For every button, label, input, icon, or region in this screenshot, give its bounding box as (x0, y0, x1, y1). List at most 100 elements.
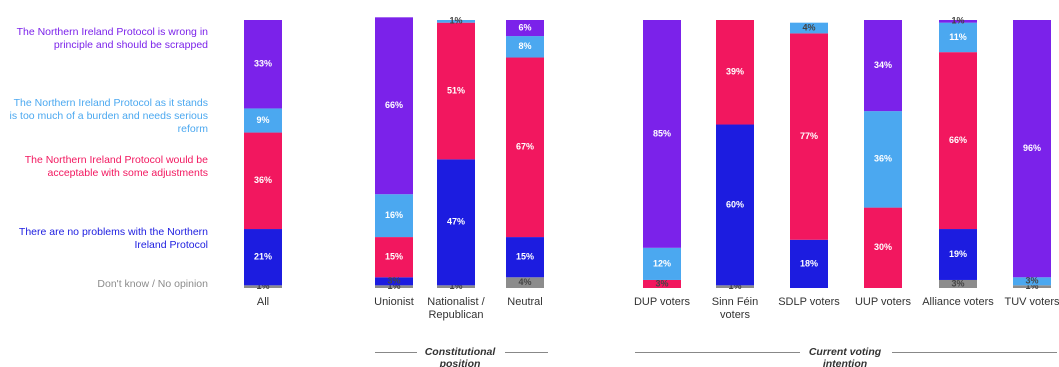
bar-segment (716, 285, 754, 288)
bar-segment (864, 207, 902, 288)
value-label: 66% (385, 100, 403, 110)
bar-segment (864, 111, 902, 208)
value-label: 6% (518, 22, 531, 32)
value-label: 1% (449, 16, 462, 26)
bar-segment (1013, 285, 1051, 288)
bar-segment (375, 17, 413, 195)
value-label: 51% (447, 85, 465, 95)
value-label: 30% (874, 242, 892, 252)
value-label: 16% (385, 210, 403, 220)
x-tick-label: DUP voters (633, 296, 691, 308)
bar-segment (790, 22, 828, 34)
group-label: Constitutional position (424, 346, 496, 367)
bar-segment (375, 237, 413, 278)
x-tick-label: Unionist (374, 296, 414, 308)
bar-segment (244, 229, 282, 286)
bar-segment (1013, 20, 1051, 278)
group-line (375, 352, 417, 353)
value-label: 85% (653, 128, 671, 138)
value-label: 66% (949, 135, 967, 145)
bar-segment (437, 285, 475, 288)
bar-segment (939, 22, 977, 53)
bar-segment (864, 20, 902, 112)
bar-segment (375, 194, 413, 238)
bar-segment (244, 108, 282, 133)
value-label: 11% (949, 32, 967, 42)
bar-segment (939, 20, 977, 23)
value-label: 67% (516, 142, 534, 152)
bar-segment (716, 124, 754, 286)
value-label: 3% (1025, 276, 1038, 286)
value-label: 1% (1025, 281, 1038, 291)
bar-segment (437, 22, 475, 160)
x-tick-label: TUV voters (1004, 296, 1059, 308)
bar-segment (244, 20, 282, 109)
bar-segment (643, 247, 681, 280)
bar-segment (506, 277, 544, 288)
bar-segment (643, 279, 681, 288)
value-label: 39% (726, 67, 744, 77)
x-tick-label: Nationalist / Republican (427, 296, 485, 321)
value-label: 4% (802, 22, 815, 32)
value-label: 21% (254, 252, 272, 262)
value-label: 12% (653, 258, 671, 268)
bar-segment (375, 277, 413, 286)
value-label: 15% (385, 252, 403, 262)
bar-segment (716, 20, 754, 125)
bar-segment (790, 239, 828, 288)
value-label: 3% (951, 278, 964, 288)
value-label: 36% (254, 175, 272, 185)
bar-segment (1013, 277, 1051, 286)
bar-segment (375, 285, 413, 288)
bar-segment (506, 237, 544, 278)
group-line (892, 352, 1057, 353)
bar-segment (506, 36, 544, 58)
bar-segment (437, 20, 475, 23)
value-label: 34% (874, 60, 892, 70)
bar-segment (437, 159, 475, 286)
x-tick-label: SDLP voters (778, 296, 840, 308)
legend-entry: The Northern Ireland Protocol is wrong i… (16, 26, 208, 51)
value-label: 9% (256, 115, 269, 125)
value-label: 36% (874, 154, 892, 164)
group-label: Current voting intention (808, 346, 882, 367)
value-label: 1% (387, 281, 400, 291)
group-line (505, 352, 548, 353)
value-label: 96% (1023, 143, 1041, 153)
x-tick-label: UUP voters (854, 296, 912, 308)
value-label: 4% (518, 277, 531, 287)
value-label: 47% (447, 217, 465, 227)
bar-segment (506, 20, 544, 37)
value-label: 8% (518, 41, 531, 51)
x-tick-label: Neutral (507, 296, 543, 308)
legend-entry: Don't know / No opinion (97, 278, 208, 290)
bar-segment (939, 229, 977, 280)
x-tick-label: All (256, 296, 270, 308)
value-label: 15% (516, 252, 534, 262)
bar-segment (790, 33, 828, 240)
bar-segment (506, 57, 544, 238)
x-tick-label: Alliance voters (922, 296, 994, 308)
value-label: 3% (387, 276, 400, 286)
bar-segment (939, 52, 977, 230)
value-label: 60% (726, 199, 744, 209)
value-label: 3% (655, 278, 668, 288)
bar-segment (244, 132, 282, 230)
value-label: 1% (951, 16, 964, 26)
value-label: 1% (449, 281, 462, 291)
group-line (635, 352, 800, 353)
value-label: 1% (728, 281, 741, 291)
bar-segment (244, 285, 282, 288)
value-label: 18% (800, 258, 818, 268)
x-tick-label: Sinn Féin voters (711, 296, 759, 321)
value-label: 1% (256, 281, 269, 291)
legend-entry: The Northern Ireland Protocol would be a… (24, 154, 208, 179)
value-label: 19% (949, 249, 967, 259)
legend-entry: The Northern Ireland Protocol as it stan… (9, 97, 208, 135)
value-label: 77% (800, 131, 818, 141)
value-label: 33% (254, 59, 272, 69)
legend-entry: There are no problems with the Northern … (18, 226, 208, 251)
bar-segment (643, 20, 681, 248)
